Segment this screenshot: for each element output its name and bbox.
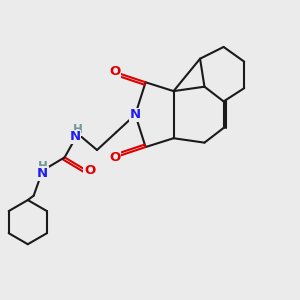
Text: H: H [73, 123, 83, 136]
Text: N: N [37, 167, 48, 180]
Text: N: N [69, 130, 80, 143]
Text: H: H [38, 160, 47, 173]
Text: O: O [84, 164, 95, 177]
Text: O: O [109, 65, 120, 79]
Text: N: N [130, 108, 141, 121]
Text: O: O [109, 151, 120, 164]
